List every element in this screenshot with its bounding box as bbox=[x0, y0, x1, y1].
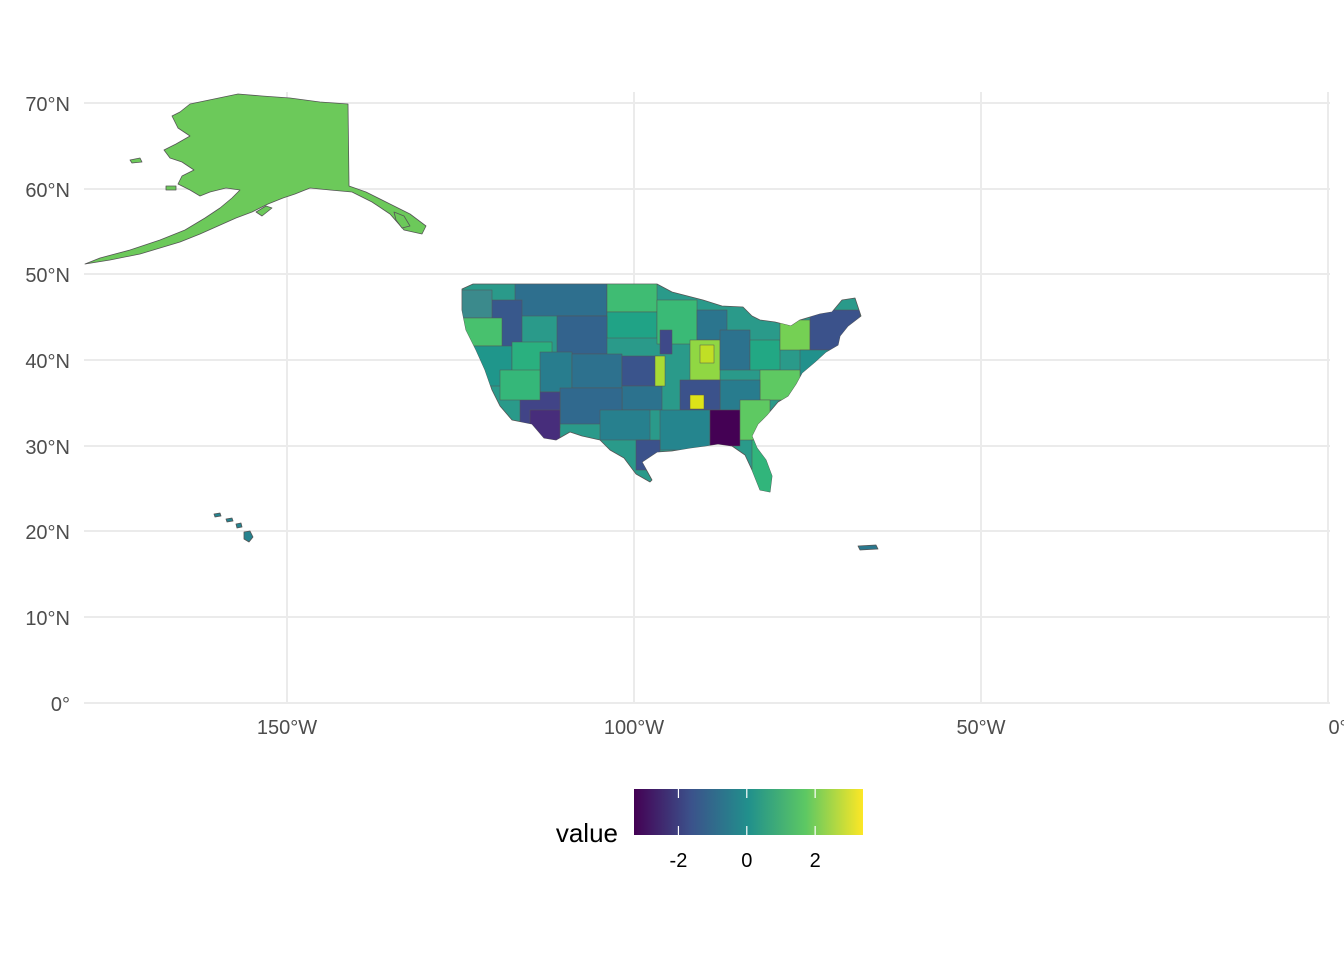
x-tick-label: 150°W bbox=[257, 717, 317, 739]
legend-title: value bbox=[556, 818, 618, 848]
y-tick-label: 0° bbox=[51, 694, 70, 716]
legend-tick-label: -2 bbox=[670, 850, 688, 872]
y-tick-label: 50°N bbox=[25, 265, 70, 287]
legend-tick-label: 0 bbox=[741, 850, 752, 872]
y-axis-ticks: 70°N 60°N 50°N 40°N 30°N 20°N 10°N 0° bbox=[25, 94, 70, 716]
x-axis-ticks: 150°W 100°W 50°W 0° bbox=[257, 717, 1344, 739]
region-contiguous-us bbox=[461, 283, 862, 493]
region-hawaii bbox=[213, 512, 254, 543]
legend-ticks: -2 0 2 bbox=[670, 789, 821, 872]
y-tick-label: 40°N bbox=[25, 351, 70, 373]
y-tick-label: 70°N bbox=[25, 94, 70, 116]
x-tick-label: 0° bbox=[1328, 717, 1344, 739]
y-tick-label: 60°N bbox=[25, 180, 70, 202]
legend-colorbar bbox=[634, 789, 863, 835]
district-fills bbox=[462, 284, 861, 492]
x-tick-label: 50°W bbox=[956, 717, 1005, 739]
y-tick-label: 10°N bbox=[25, 608, 70, 630]
legend-tick-label: 2 bbox=[810, 850, 821, 872]
legend: value -2 0 2 bbox=[556, 789, 863, 872]
y-tick-label: 20°N bbox=[25, 522, 70, 544]
x-tick-label: 100°W bbox=[604, 717, 664, 739]
region-alaska bbox=[84, 93, 427, 265]
y-tick-label: 30°N bbox=[25, 437, 70, 459]
region-puerto-rico bbox=[857, 544, 879, 551]
